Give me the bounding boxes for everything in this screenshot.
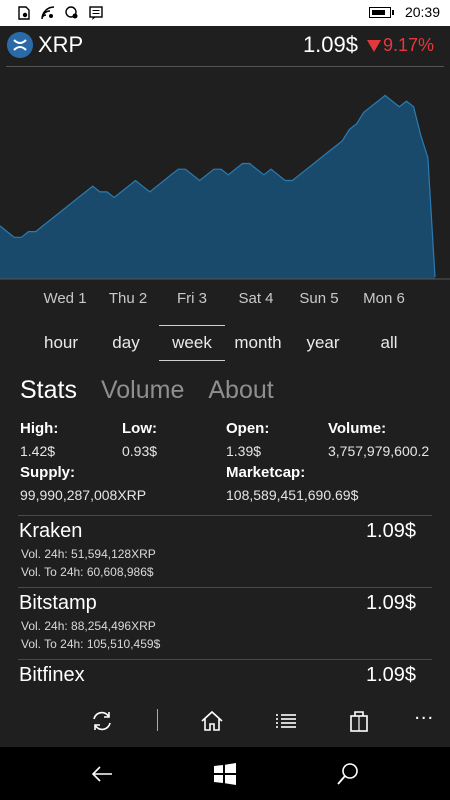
refresh-icon[interactable] xyxy=(89,708,115,734)
clock: 20:39 xyxy=(404,4,440,20)
high-label: High: xyxy=(20,420,59,437)
x-tick-label: Thu 2 xyxy=(108,290,148,307)
exchange-name: Bitfinex xyxy=(19,664,85,686)
x-tick-label: Sun 5 xyxy=(299,290,339,307)
message-icon xyxy=(89,6,103,20)
period-year[interactable]: year xyxy=(306,333,340,352)
open-label: Open: xyxy=(226,420,270,437)
x-axis-labels: Wed 1 Thu 2 Fri 3 Sat 4 Sun 5 Mon 6 xyxy=(0,290,450,312)
tab-about[interactable]: About xyxy=(208,376,274,404)
exchange-volume-to: Vol. To 24h: 105,510,459$ xyxy=(21,637,161,651)
search-icon[interactable] xyxy=(335,761,361,787)
coin-name: XRP xyxy=(38,32,84,57)
volume-clip: 3,757,979,600.2 xyxy=(328,443,432,463)
marketcap-value: 108,589,451,690.69$ xyxy=(226,487,359,503)
more-options-icon[interactable]: ... xyxy=(414,702,434,724)
period-day[interactable]: day xyxy=(112,333,140,352)
tab-stats[interactable]: Stats xyxy=(20,376,77,404)
appbar-separator xyxy=(157,709,158,731)
price-chart[interactable] xyxy=(0,67,450,282)
status-bar: 20:39 xyxy=(0,0,450,26)
back-icon[interactable] xyxy=(89,761,115,787)
marketcap-label: Marketcap: xyxy=(226,464,306,481)
system-nav-bar xyxy=(0,747,450,800)
exchange-name: Bitstamp xyxy=(19,592,97,614)
period-week[interactable]: week xyxy=(159,325,225,361)
period-hour[interactable]: hour xyxy=(43,333,79,352)
exchange-list[interactable]: Kraken 1.09$ Vol. 24h: 51,594,128XRP Vol. T… xyxy=(18,515,432,691)
info-tabs: Stats Volume About xyxy=(20,376,274,405)
store-icon[interactable] xyxy=(346,708,372,734)
exchange-price: 1.09$ xyxy=(365,520,416,542)
price-area xyxy=(0,95,435,280)
tab-volume[interactable]: Volume xyxy=(100,376,185,404)
exchange-row[interactable]: Bitstamp 1.09$ Vol. 24h: 88,254,496XRP Vol.… xyxy=(18,587,432,659)
exchange-name: Kraken xyxy=(19,520,83,542)
price-change-value: 9.17% xyxy=(382,35,434,55)
sim-icon xyxy=(18,6,30,20)
location-icon xyxy=(65,6,78,19)
period-all[interactable]: all xyxy=(380,333,398,352)
volume-value: 3,757,979,600.2 xyxy=(328,443,430,459)
supply-label: Supply: xyxy=(20,464,75,481)
x-tick-label: Mon 6 xyxy=(363,290,405,307)
xrp-logo-icon xyxy=(7,32,33,58)
coin-header: XRP 1.09$ 9.17% xyxy=(0,26,450,66)
low-value: 0.93$ xyxy=(122,443,158,459)
low-label: Low: xyxy=(122,420,157,437)
price-change: 9.17% xyxy=(366,35,434,56)
header-divider xyxy=(6,66,444,67)
wifi-icon xyxy=(41,6,55,20)
list-icon[interactable] xyxy=(273,708,299,734)
period-selector: hour day week month year all xyxy=(0,325,450,361)
home-icon[interactable] xyxy=(199,708,225,734)
exchange-price: 1.09$ xyxy=(365,592,416,614)
open-value: 1.39$ xyxy=(226,443,262,459)
down-arrow-icon xyxy=(366,39,381,52)
windows-icon[interactable] xyxy=(212,761,238,787)
exchange-volume: Vol. 24h: 51,594,128XRP xyxy=(21,547,156,561)
exchange-price: 1.09$ xyxy=(365,664,416,686)
battery-icon xyxy=(368,6,394,18)
exchange-row[interactable]: Kraken 1.09$ Vol. 24h: 51,594,128XRP Vol. T… xyxy=(18,515,432,587)
high-value: 1.42$ xyxy=(20,443,56,459)
supply-value: 99,990,287,008XRP xyxy=(20,487,147,503)
exchange-volume-to: Vol. To 24h: 60,608,986$ xyxy=(21,565,154,579)
x-tick-label: Wed 1 xyxy=(43,290,87,307)
x-tick-label: Fri 3 xyxy=(177,290,207,307)
volume-label: Volume: xyxy=(328,420,387,437)
price-line xyxy=(0,94,436,278)
x-tick-label: Sat 4 xyxy=(238,290,274,307)
current-price: 1.09$ xyxy=(302,32,358,57)
app-bar: ... xyxy=(0,692,450,747)
period-month[interactable]: month xyxy=(234,333,282,352)
exchange-volume: Vol. 24h: 88,254,496XRP xyxy=(21,619,156,633)
